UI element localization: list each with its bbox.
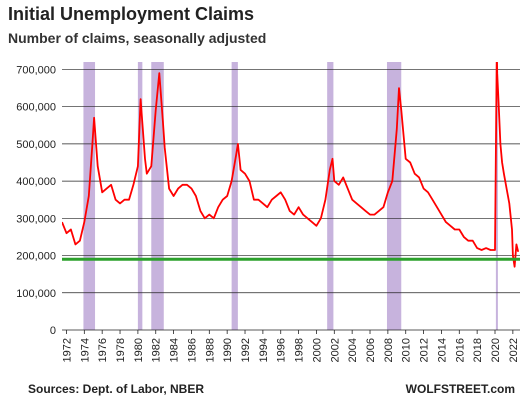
- x-tick-label: 2008: [383, 338, 395, 362]
- y-axis: 0 100,000 200,000 300,000 400,000 500,000 600,…: [16, 64, 56, 337]
- recession-band: [137, 62, 143, 330]
- recession-band: [231, 62, 238, 330]
- x-tick-label: 2004: [347, 338, 359, 362]
- x-axis: 1972 1974 1976 1978 1980 1982 1984 1986 1988 1990…: [61, 330, 520, 362]
- x-tick-label: 1986: [186, 338, 198, 362]
- recession-band: [495, 62, 498, 330]
- y-tick-label: 700,000: [16, 64, 56, 76]
- x-tick-label: 1996: [276, 338, 288, 362]
- y-tick-label: 200,000: [16, 251, 56, 263]
- x-tick-label: 1998: [294, 338, 306, 362]
- x-tick-label: 1980: [133, 338, 145, 362]
- y-tick-label: 300,000: [16, 213, 56, 225]
- x-tick-label: 1990: [222, 338, 234, 362]
- x-tick-label: 1994: [258, 338, 270, 362]
- x-tick-label: 1988: [204, 338, 216, 362]
- x-tick-label: 2012: [419, 338, 431, 362]
- x-tick-label: 2020: [490, 338, 502, 362]
- x-tick-label: 2010: [401, 338, 413, 362]
- gridlines: [62, 69, 520, 331]
- x-tick-label: 2014: [436, 338, 448, 362]
- brand-label: WOLFSTREET.com: [405, 382, 515, 396]
- x-tick-label: 2006: [365, 338, 377, 362]
- recession-band: [327, 62, 334, 330]
- y-tick-label: 600,000: [16, 102, 56, 114]
- x-tick-label: 2022: [508, 338, 520, 362]
- x-tick-label: 1974: [79, 338, 91, 362]
- y-tick-label: 100,000: [16, 288, 56, 300]
- x-tick-label: 2000: [311, 338, 323, 362]
- recession-bands: [83, 62, 498, 330]
- x-tick-label: 1976: [97, 338, 109, 362]
- x-tick-label: 1984: [169, 338, 181, 362]
- x-tick-label: 1978: [115, 338, 127, 362]
- x-tick-label: 1992: [240, 338, 252, 362]
- x-tick-label: 1972: [61, 338, 73, 362]
- chart-subtitle: Number of claims, seasonally adjusted: [8, 30, 267, 46]
- x-tick-label: 1982: [151, 338, 163, 362]
- source-note: Sources: Dept. of Labor, NBER: [28, 382, 205, 396]
- x-tick-label: 2016: [454, 338, 466, 362]
- x-tick-label: 2002: [329, 338, 341, 362]
- y-tick-label: 0: [50, 325, 56, 337]
- series-line: [62, 62, 520, 268]
- y-tick-label: 400,000: [16, 176, 56, 188]
- chart-title: Initial Unemployment Claims: [8, 4, 255, 24]
- y-tick-label: 500,000: [16, 139, 56, 151]
- series-layer: [62, 62, 520, 268]
- x-tick-label: 2018: [472, 338, 484, 362]
